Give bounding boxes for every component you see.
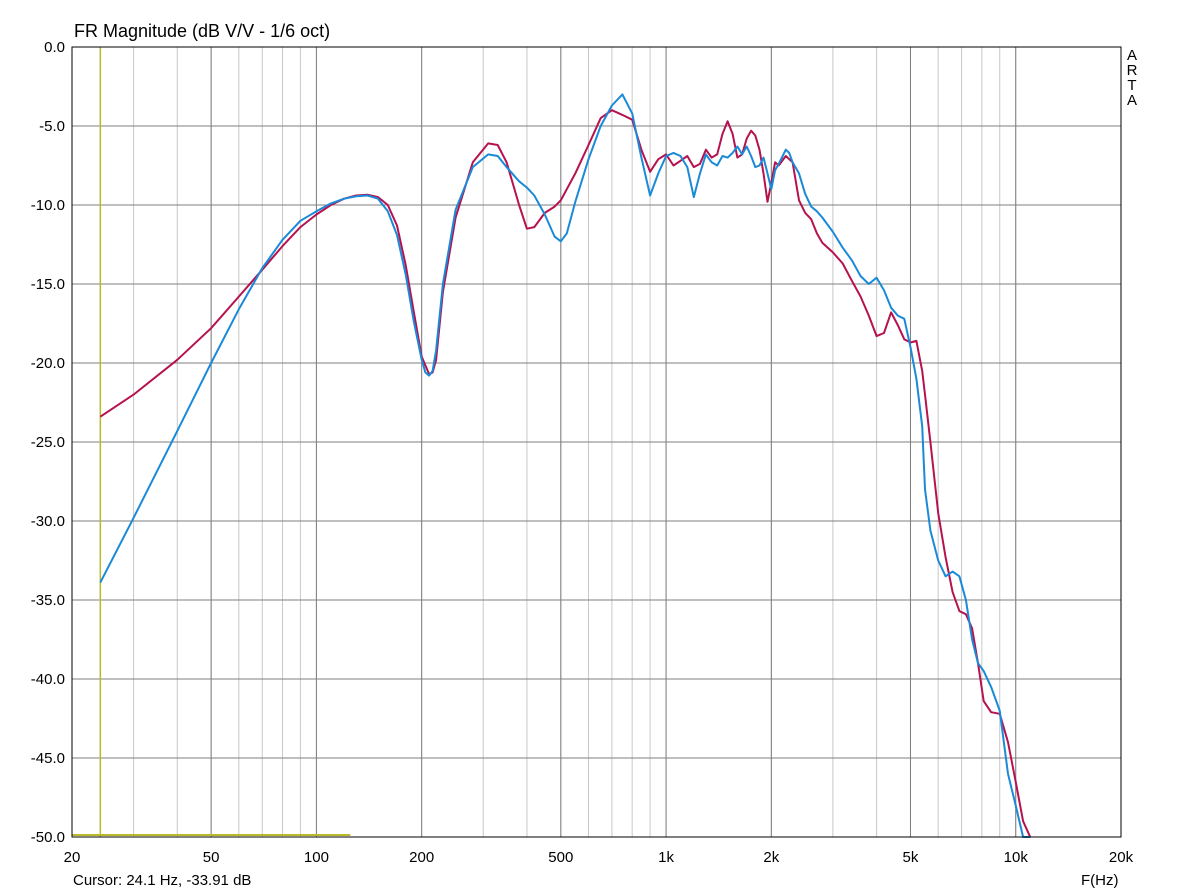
y-tick-label: -10.0 [31,197,65,214]
x-tick-label: 20 [64,849,81,866]
response-line-1 [99,109,1032,838]
x-tick-label: 2k [763,849,779,866]
x-tick-labels: 20 50 100 200 500 1k 2k 5k 10k 20k [64,849,1134,866]
series-layer [99,93,1032,838]
arta-brand-mark: A R T A [1126,48,1138,108]
y-tick-label: -15.0 [31,276,65,293]
y-tick-labels: 0.0 -5.0 -10.0 -15.0 -20.0 -25.0 -30.0 -35.0 -40… [31,39,65,846]
x-tick-label: 100 [304,849,329,866]
x-tick-label: 200 [409,849,434,866]
y-tick-label: -50.0 [31,829,65,846]
cursor-readout: Cursor: 24.1 Hz, -33.91 dB [73,872,252,889]
y-tick-label: -40.0 [31,671,65,688]
brand-letter: A [1126,92,1137,109]
chart-title: FR Magnitude (dB V/V - 1/6 oct) [74,21,331,41]
x-tick-label: 20k [1109,849,1134,866]
cursor-layer [72,47,351,837]
major-grid [72,47,1121,837]
brand-letter: R [1126,62,1138,79]
brand-letter: A [1126,47,1137,64]
y-tick-label: 0.0 [44,39,65,56]
y-tick-label: -30.0 [31,513,65,530]
x-tick-label: 5k [903,849,919,866]
y-tick-label: -5.0 [39,118,65,135]
y-tick-label: -45.0 [31,750,65,767]
y-tick-label: -35.0 [31,592,65,609]
y-tick-label: -20.0 [31,355,65,372]
response-line-2 [99,93,1031,838]
plot-frame [71,46,1122,838]
x-tick-label: 50 [203,849,220,866]
y-tick-label: -25.0 [31,434,65,451]
x-tick-label: 10k [1004,849,1029,866]
brand-letter: T [1127,77,1137,94]
x-tick-label: 1k [658,849,674,866]
x-tick-label: 500 [548,849,573,866]
x-axis-label: F(Hz) [1081,872,1119,889]
